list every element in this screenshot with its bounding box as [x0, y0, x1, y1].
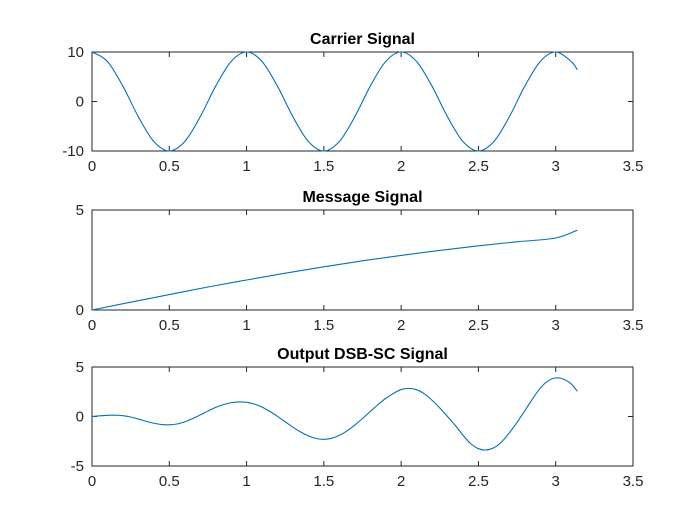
x-tick-label: 3.5 [623, 473, 644, 490]
x-tick-label: 2.5 [468, 158, 489, 175]
x-tick-label: 0.5 [159, 473, 180, 490]
y-tick-label: 0 [76, 94, 84, 111]
series-line-output [91, 377, 578, 451]
series-line-carrier [91, 51, 578, 152]
axes-title: Carrier Signal [310, 31, 415, 48]
x-tick-label: 1 [242, 158, 250, 175]
x-tick-label: 1.5 [313, 473, 334, 490]
x-tick-label: 3 [552, 158, 560, 175]
x-tick-label: 2.5 [468, 473, 489, 490]
axes-title: Output DSB-SC Signal [277, 346, 448, 363]
axes-message: 0 0.5 1 1.5 2 2.5 3 3.5 0 5 Message Signal [76, 189, 644, 334]
x-tick-label: 2.5 [468, 317, 489, 334]
x-tick-label: 2 [397, 473, 405, 490]
x-tick-label: 0 [88, 317, 96, 334]
axes-title: Message Signal [302, 189, 422, 206]
x-tick-label: 3.5 [623, 317, 644, 334]
x-tick-label: 0.5 [159, 158, 180, 175]
x-tick-label: 0 [88, 158, 96, 175]
y-tick-label: -5 [71, 458, 84, 475]
y-tick-label: 5 [76, 359, 84, 376]
x-tick-label: 2 [397, 158, 405, 175]
y-tick-label: 0 [76, 409, 84, 426]
series-line-message [91, 229, 578, 311]
y-tick-label: 0 [76, 302, 84, 319]
y-tick-label: 10 [67, 44, 84, 61]
axes-box [91, 366, 634, 467]
x-tick-label: 1.5 [313, 317, 334, 334]
y-tick-label: 5 [76, 202, 84, 219]
axes-box [91, 209, 634, 311]
x-tick-label: 3 [552, 473, 560, 490]
x-tick-label: 1 [242, 317, 250, 334]
x-tick-label: 2 [397, 317, 405, 334]
x-tick-label: 1.5 [313, 158, 334, 175]
x-tick-label: 3.5 [623, 158, 644, 175]
x-tick-label: 0 [88, 473, 96, 490]
x-tick-label: 0.5 [159, 317, 180, 334]
y-tick-label: -10 [62, 143, 84, 160]
x-tick-label: 3 [552, 317, 560, 334]
x-tick-label: 1 [242, 473, 250, 490]
